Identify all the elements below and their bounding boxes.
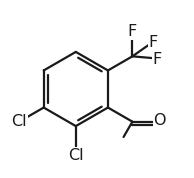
Text: O: O bbox=[153, 113, 166, 128]
Text: Cl: Cl bbox=[68, 148, 84, 163]
Text: F: F bbox=[153, 52, 162, 67]
Text: Cl: Cl bbox=[11, 114, 27, 129]
Text: F: F bbox=[149, 35, 158, 50]
Text: F: F bbox=[128, 24, 137, 40]
